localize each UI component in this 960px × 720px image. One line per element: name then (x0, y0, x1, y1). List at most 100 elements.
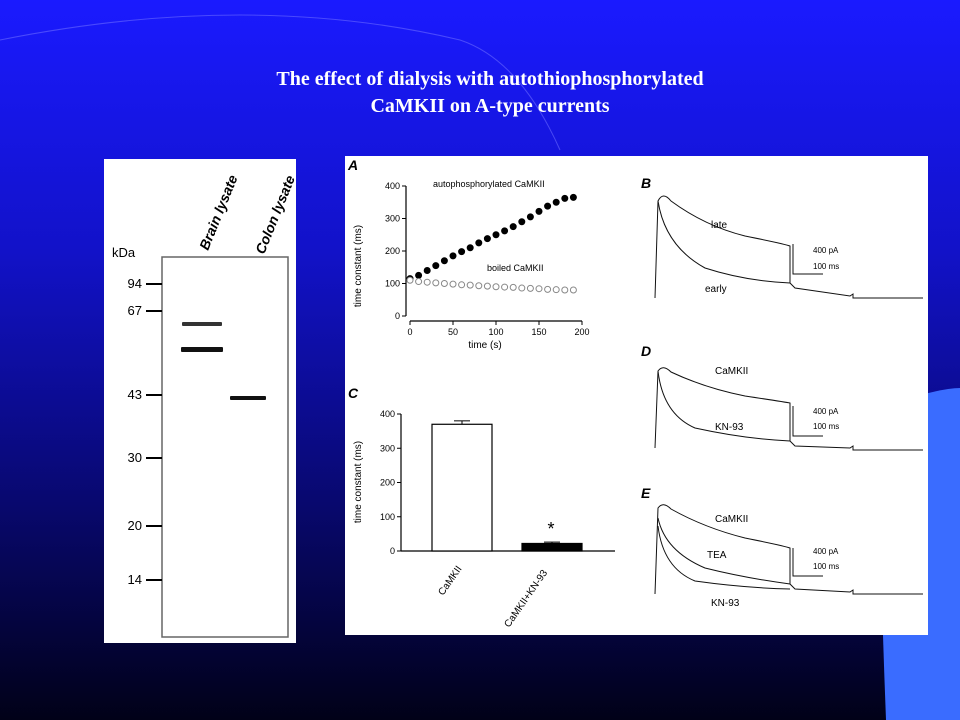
panel-a-point-boiled (509, 283, 517, 291)
panel-c-ytick-label: 300 (380, 443, 395, 453)
panel-c-bar-camkii (431, 423, 493, 552)
panel-label-a: A (347, 157, 358, 173)
panel-a-point-autophosphorylated (518, 218, 526, 226)
panel-a-point-boiled (432, 279, 440, 287)
panel-a-point-autophosphorylated (423, 267, 431, 274)
panel-d-scale-current: 400 pA (813, 407, 839, 416)
lane-label-brain: Brain lysate (196, 172, 241, 252)
marker-67: 67 (128, 303, 142, 318)
panel-a-point-autophosphorylated (432, 262, 440, 270)
panel-d-label-kn93: KN-93 (715, 422, 744, 433)
panel-a-ytick-label: 400 (385, 181, 400, 191)
panel-a-point-autophosphorylated (569, 193, 577, 201)
lane-label-colon: Colon lysate (252, 173, 296, 256)
panel-a-point-autophosphorylated (475, 239, 483, 247)
panel-d-scale-time: 100 ms (813, 422, 839, 431)
panel-a-point-boiled (440, 280, 448, 287)
marker-20: 20 (128, 518, 142, 533)
panel-a-point-autophosphorylated (466, 244, 474, 252)
panel-d-label-camkii: CaMKII (715, 366, 748, 377)
panel-a-ytick-label: 200 (385, 246, 400, 256)
panel-e-camkii-trace (654, 504, 923, 595)
western-blot-figure: kDa Brain lysate Colon lysate 94 67 43 3… (112, 172, 298, 638)
panel-a-point-autophosphorylated (483, 235, 491, 243)
panel-d-camkii-trace (654, 367, 923, 451)
panel-a-point-autophosphorylated (535, 207, 543, 215)
panel-a-point-autophosphorylated (449, 252, 457, 260)
panel-a-point-autophosphorylated (561, 194, 569, 202)
panel-a-point-boiled (415, 278, 423, 286)
panel-a-xtick-label: 150 (531, 327, 546, 337)
marker-94: 94 (128, 276, 142, 291)
panel-a-point-boiled (466, 281, 474, 289)
band-colon (230, 396, 266, 400)
panel-a-series-label-boiled: boiled CaMKII (487, 263, 544, 273)
panel-d-kn93-trace (657, 370, 791, 442)
electrophysiology-figure: A C B D E 0 100 200 300 400 0 50 100 150 200 time… (347, 157, 923, 630)
panel-a-xtick-label: 100 (488, 327, 503, 337)
panel-a-point-boiled (569, 286, 577, 294)
panel-a-point-boiled (501, 283, 509, 291)
panel-e-traces (654, 504, 923, 595)
panel-b-label-late: late (711, 220, 728, 231)
panel-a-plot: 0 100 200 300 400 0 50 100 150 200 time constant … (353, 179, 590, 351)
panel-e-label-camkii: CaMKII (715, 514, 748, 525)
panel-a-point-autophosphorylated (526, 213, 534, 221)
panel-c-plot: 0 100 200 300 400 time constant (ms) * CaMKI… (353, 409, 615, 630)
panel-b-early-trace (657, 200, 791, 284)
panel-a-ytick-label: 300 (385, 214, 400, 224)
panel-a-point-boiled (423, 278, 431, 286)
panel-c-ytick-label: 100 (380, 512, 395, 522)
panel-a-point-boiled (492, 283, 500, 291)
gel-frame (161, 256, 289, 638)
panel-a-point-autophosphorylated (501, 227, 509, 235)
title-line-2: CaMKII on A-type currents (370, 95, 610, 117)
panel-a-point-boiled (406, 276, 414, 284)
panel-a-point-autophosphorylated (492, 231, 500, 239)
panel-a-point-autophosphorylated (458, 248, 466, 256)
panel-a-point-boiled (518, 284, 526, 292)
panel-d-traces (654, 367, 923, 451)
panel-e-label-tea: TEA (707, 550, 727, 561)
panel-a-ytick-label: 0 (395, 311, 400, 321)
panel-e-scale-time: 100 ms (813, 562, 839, 571)
panel-a-point-boiled (552, 286, 560, 294)
kda-label: kDa (112, 245, 136, 260)
panel-d-scale-bar (792, 406, 823, 437)
panel-a-point-boiled (475, 282, 483, 290)
panel-b-late-trace (654, 195, 923, 299)
panel-b-label-early: early (705, 284, 727, 295)
panel-a-point-boiled (535, 285, 543, 293)
western-blot-panel: kDa Brain lysate Colon lysate 94 67 43 3… (104, 159, 298, 643)
panel-e-tea-trace (657, 517, 791, 585)
panel-a-ytick-label: 100 (385, 279, 400, 289)
panel-c-significance: * (547, 519, 554, 539)
panel-a-xtick-label: 200 (574, 327, 589, 337)
slide-title: The effect of dialysis with autothiophos… (140, 66, 840, 120)
electrophysiology-figure-panel: A C B D E 0 100 200 300 400 0 50 100 150 200 time… (345, 156, 928, 635)
panel-b-scale-bar (792, 244, 823, 275)
marker-30: 30 (128, 450, 142, 465)
panel-a-point-autophosphorylated (552, 198, 560, 206)
band-brain-lower (181, 347, 223, 352)
panel-c-category-1: CaMKII+KN-93 (502, 568, 550, 630)
panel-b-scale-current: 400 pA (813, 246, 839, 255)
panel-label-b: B (641, 175, 651, 191)
panel-a-point-autophosphorylated (440, 257, 448, 265)
panel-c-ylabel: time constant (ms) (353, 441, 364, 523)
panel-a-ylabel: time constant (ms) (353, 225, 364, 307)
band-brain-upper (182, 322, 222, 326)
panel-b-traces (654, 195, 923, 299)
panel-label-e: E (641, 485, 651, 501)
panel-a-point-boiled (449, 280, 457, 288)
panel-label-d: D (641, 343, 651, 359)
panel-a-series-label-auto: autophosphorylated CaMKII (433, 179, 545, 189)
panel-b-scale-time: 100 ms (813, 262, 839, 271)
panel-a-point-boiled (526, 284, 534, 292)
panel-c-bar-camkii-kn93 (521, 542, 583, 552)
title-line-1: The effect of dialysis with autothiophos… (276, 68, 704, 90)
panel-a-point-boiled (561, 286, 569, 294)
panel-label-c: C (348, 385, 359, 401)
panel-a-point-boiled (483, 282, 491, 290)
